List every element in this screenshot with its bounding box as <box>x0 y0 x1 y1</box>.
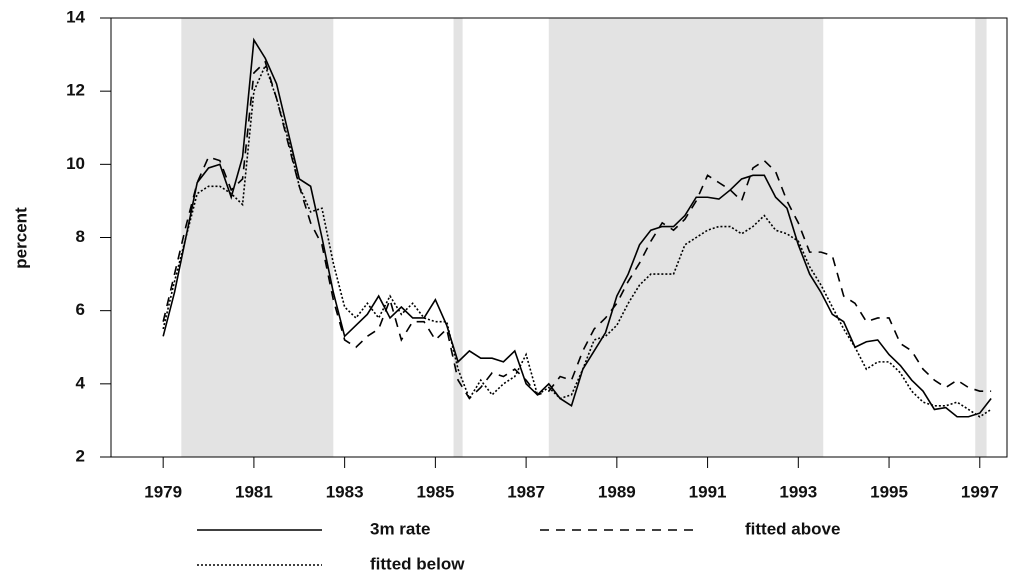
x-tick-label: 1987 <box>507 482 545 501</box>
legend-label: fitted above <box>745 519 840 538</box>
x-tick-label: 1991 <box>689 482 727 501</box>
y-tick-label: 6 <box>76 300 85 319</box>
x-tick-label: 1981 <box>235 482 273 501</box>
shaded-period <box>548 18 824 457</box>
y-tick-label: 14 <box>66 7 85 26</box>
series-line <box>162 63 992 418</box>
y-tick-label: 12 <box>66 81 85 100</box>
y-tick-label: 8 <box>76 227 85 246</box>
shaded-period <box>181 18 334 457</box>
y-axis-label: percent <box>11 207 30 269</box>
series-line <box>162 60 992 400</box>
x-tick-label: 1989 <box>598 482 636 501</box>
x-tick-label: 1979 <box>144 482 182 501</box>
legend-label: 3m rate <box>370 519 430 538</box>
x-tick-label: 1983 <box>326 482 364 501</box>
x-tick-label: 1993 <box>779 482 817 501</box>
legend-label: fitted below <box>370 554 465 573</box>
shaded-period <box>453 18 463 457</box>
y-tick-label: 10 <box>66 154 85 173</box>
x-tick-label: 1997 <box>961 482 999 501</box>
shaded-period <box>975 18 987 457</box>
x-tick-label: 1995 <box>870 482 908 501</box>
y-tick-label: 2 <box>76 446 85 465</box>
x-tick-label: 1985 <box>416 482 454 501</box>
y-tick-label: 4 <box>76 373 86 392</box>
